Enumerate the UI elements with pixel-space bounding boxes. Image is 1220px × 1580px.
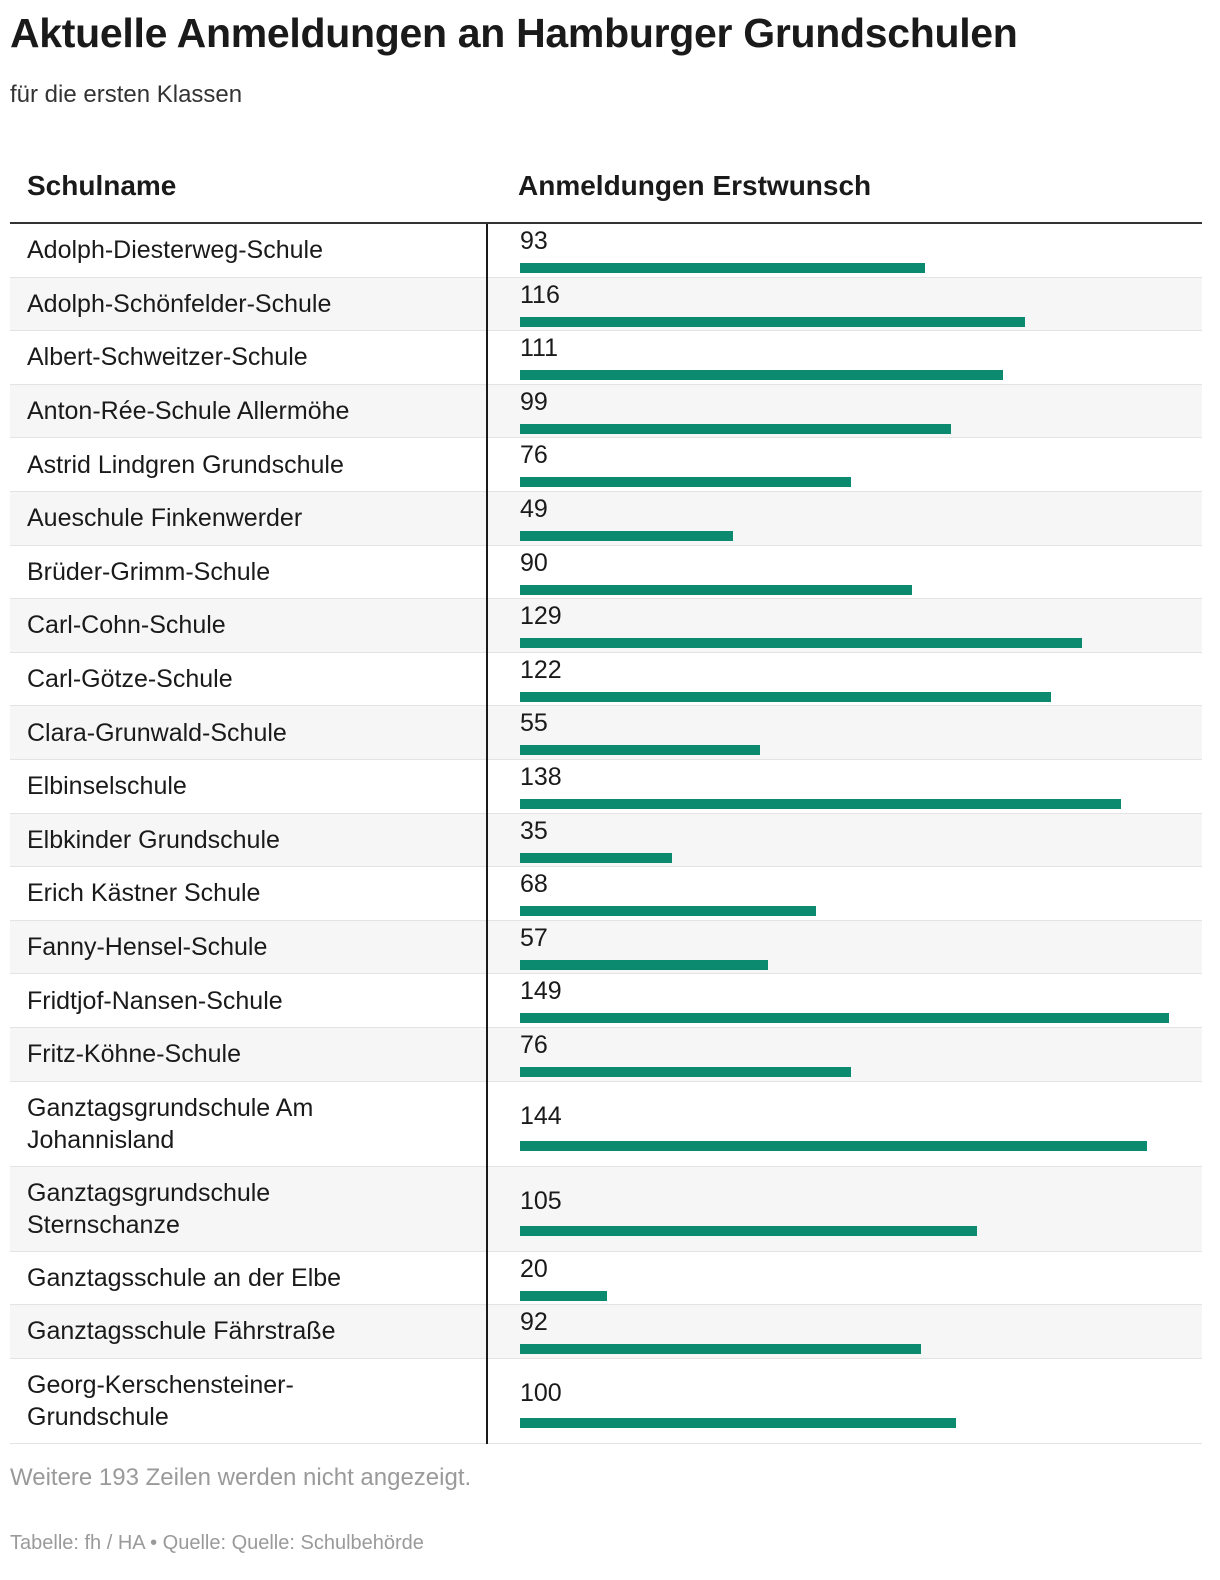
school-name: Fanny-Hensel-Schule xyxy=(27,933,268,962)
value-label: 20 xyxy=(520,1254,548,1283)
table-row: Brüder-Grimm-Schule 90 xyxy=(10,545,1202,600)
value-label: 55 xyxy=(520,709,548,738)
more-rows-note: Weitere 193 Zeilen werden nicht angezeig… xyxy=(10,1464,472,1491)
value-bar xyxy=(520,1417,956,1428)
value-bar xyxy=(520,1225,977,1236)
table-row: Adolph-Diesterweg-Schule 93 xyxy=(10,224,1202,278)
school-name: Fridtjof-Nansen-Schule xyxy=(27,986,283,1015)
school-name: Brüder-Grimm-Schule xyxy=(27,557,271,586)
value-label: 35 xyxy=(520,816,548,845)
school-name: Clara-Grunwald-Schule xyxy=(27,718,287,747)
table-row: Ganztagsschule an der Elbe 20 xyxy=(10,1251,1202,1306)
value-label: 68 xyxy=(520,870,548,899)
column-header-schulname[interactable]: Schulname xyxy=(27,170,177,201)
table-row: Adolph-Schönfelder-Schule 116 xyxy=(10,277,1202,332)
school-name: Albert-Schweitzer-Schule xyxy=(27,343,308,372)
value-bar xyxy=(520,316,1025,327)
school-name: Astrid Lindgren Grundschule xyxy=(27,450,344,479)
column-divider xyxy=(486,224,488,1444)
value-label: 93 xyxy=(520,227,548,255)
school-name: Anton-Rée-Schule Allermöhe xyxy=(27,397,350,426)
school-name: Ganztagsschule Fährstraße xyxy=(27,1317,336,1346)
table-row: Carl-Cohn-Schule 129 xyxy=(10,599,1202,653)
table-body: Adolph-Diesterweg-Schule 93 Adolph-Schönfe… xyxy=(10,224,1202,1444)
school-name: Elbkinder Grundschule xyxy=(27,825,280,854)
chart-title: Aktuelle Anmeldungen an Hamburger Grunds… xyxy=(10,10,1018,56)
value-label: 129 xyxy=(520,602,562,631)
value-label: 90 xyxy=(520,548,548,577)
value-label: 105 xyxy=(520,1186,562,1215)
table-row: Astrid Lindgren Grundschule 76 xyxy=(10,438,1202,492)
value-label: 138 xyxy=(520,762,562,791)
value-label: 76 xyxy=(520,441,548,470)
value-label: 99 xyxy=(520,387,548,416)
table-row: Elbkinder Grundschule 35 xyxy=(10,813,1202,868)
value-label: 49 xyxy=(520,494,548,523)
table-row: Ganztagsschule Fährstraße 92 xyxy=(10,1305,1202,1359)
school-name: Elbinselschule xyxy=(27,772,187,801)
school-name: Aueschule Finkenwerder xyxy=(27,504,303,533)
school-name: Erich Kästner Schule xyxy=(27,879,261,908)
school-name: Adolph-Schönfelder-Schule xyxy=(27,289,332,318)
school-name: Carl-Cohn-Schule xyxy=(27,611,226,640)
school-name: Ganztagsschule an der Elbe xyxy=(27,1263,342,1292)
table-header: Schulname Anmeldungen Erstwunsch xyxy=(10,166,1202,225)
school-name: Ganztagsgrundschule Sternschanze xyxy=(27,1178,271,1239)
value-bar xyxy=(520,798,1121,809)
value-label: 57 xyxy=(520,923,548,952)
table-row: Carl-Götze-Schule 122 xyxy=(10,652,1202,707)
school-name: Carl-Götze-Schule xyxy=(27,665,233,694)
table-row: Aueschule Finkenwerder 49 xyxy=(10,491,1202,546)
value-label: 76 xyxy=(520,1030,548,1059)
value-label: 149 xyxy=(520,977,562,1006)
value-bar xyxy=(520,263,925,273)
value-label: 92 xyxy=(520,1308,548,1337)
value-bar xyxy=(520,584,912,595)
value-bar xyxy=(520,1344,921,1355)
value-bar xyxy=(520,530,733,541)
school-name: Adolph-Diesterweg-Schule xyxy=(27,236,323,265)
table-row: Elbinselschule 138 xyxy=(10,759,1202,814)
table-row: Albert-Schweitzer-Schule 111 xyxy=(10,331,1202,385)
table-row: Ganztagsgrundschule Am Johannisland 144 xyxy=(10,1081,1202,1167)
value-bar xyxy=(520,745,760,756)
chart-subtitle: für die ersten Klassen xyxy=(10,81,243,108)
value-bar xyxy=(520,1290,607,1301)
value-bar xyxy=(520,906,816,917)
table-row: Anton-Rée-Schule Allermöhe 99 xyxy=(10,384,1202,439)
table-row: Georg-Kerschensteiner-Grundschule 100 xyxy=(10,1358,1202,1444)
value-bar xyxy=(520,691,1051,702)
value-label: 144 xyxy=(520,1101,562,1130)
table-row: Erich Kästner Schule 68 xyxy=(10,867,1202,921)
table-row: Fanny-Hensel-Schule 57 xyxy=(10,920,1202,975)
school-name: Georg-Kerschensteiner-Grundschule xyxy=(27,1370,294,1431)
table-row: Ganztagsgrundschule Sternschanze 105 xyxy=(10,1166,1202,1252)
value-bar xyxy=(520,370,1003,381)
value-label: 122 xyxy=(520,655,562,684)
school-name: Fritz-Köhne-Schule xyxy=(27,1040,241,1069)
value-label: 111 xyxy=(520,334,559,363)
value-bar xyxy=(520,638,1082,649)
table-row: Clara-Grunwald-Schule 55 xyxy=(10,706,1202,760)
value-bar xyxy=(520,1066,851,1077)
column-header-anmeldungen[interactable]: Anmeldungen Erstwunsch xyxy=(518,170,872,201)
value-bar xyxy=(520,1013,1169,1024)
table-row: Fritz-Köhne-Schule 76 xyxy=(10,1027,1202,1082)
value-bar xyxy=(520,477,851,488)
value-bar xyxy=(520,852,672,863)
value-bar xyxy=(520,1140,1147,1151)
value-bar xyxy=(520,959,768,970)
school-name: Ganztagsgrundschule Am Johannisland xyxy=(27,1093,314,1154)
value-bar xyxy=(520,423,951,434)
table-row: Fridtjof-Nansen-Schule 149 xyxy=(10,974,1202,1028)
source-footer: Tabelle: fh / HA • Quelle: Quelle: Schul… xyxy=(10,1532,424,1554)
value-label: 100 xyxy=(520,1378,562,1407)
value-label: 116 xyxy=(520,280,560,309)
